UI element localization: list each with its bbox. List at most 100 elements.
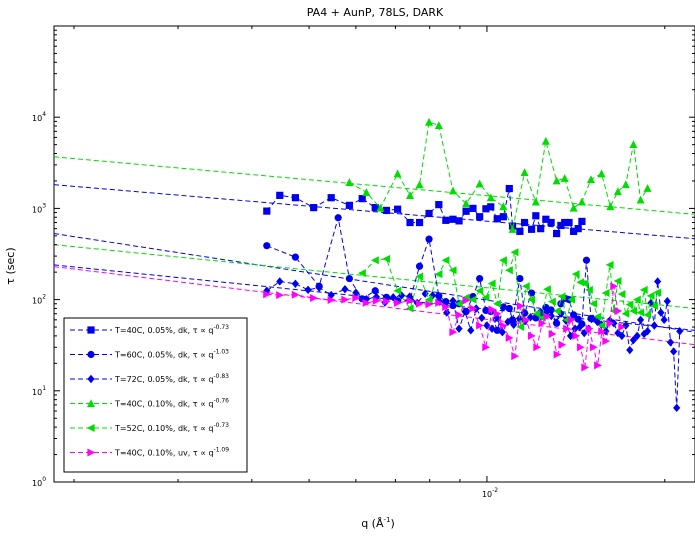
data-point xyxy=(362,298,371,307)
data-point xyxy=(476,274,484,283)
data-point xyxy=(276,277,284,286)
data-point xyxy=(389,293,397,302)
data-point xyxy=(574,315,582,323)
data-point xyxy=(498,327,506,337)
data-point xyxy=(633,331,641,341)
legend-label-exp: -0.73 xyxy=(213,324,229,331)
legend-label: T=72C, 0.05%, dk, τ ∝ q-0.83 xyxy=(114,373,229,384)
data-point xyxy=(345,201,353,209)
data-point xyxy=(532,212,540,220)
data-point xyxy=(499,213,507,221)
data-point xyxy=(425,117,434,126)
fit-line xyxy=(54,156,695,215)
data-point xyxy=(406,292,414,301)
data-point xyxy=(533,343,542,352)
tick-base: 10 xyxy=(32,297,42,306)
data-point xyxy=(382,254,391,263)
data-point xyxy=(557,309,565,318)
legend-label-exp: -1.03 xyxy=(213,349,229,356)
data-point xyxy=(448,266,457,275)
data-point xyxy=(372,292,381,302)
tick-base: 10 xyxy=(32,114,42,123)
data-point xyxy=(421,289,429,298)
data-point xyxy=(276,191,284,199)
data-point xyxy=(415,180,424,189)
data-point xyxy=(625,300,634,309)
data-point xyxy=(589,299,598,308)
data-point xyxy=(613,276,622,285)
data-point xyxy=(516,227,524,235)
data-point xyxy=(406,191,415,199)
data-point xyxy=(276,291,284,300)
x-tick-label: 10-2 xyxy=(482,487,498,499)
data-point xyxy=(371,287,379,295)
legend-label-exp: -1.09 xyxy=(214,447,230,454)
data-point xyxy=(488,305,497,314)
legend-label: T=52C, 0.10%, dk, τ ∝ q-0.73 xyxy=(114,422,229,433)
fit-line xyxy=(54,184,695,240)
data-point xyxy=(527,295,536,304)
data-point xyxy=(643,327,652,336)
legend-marker xyxy=(87,399,95,408)
data-point xyxy=(481,293,490,302)
data-point xyxy=(567,315,576,324)
data-point xyxy=(571,324,579,333)
data-point xyxy=(552,318,560,327)
tick-exp: 3 xyxy=(42,202,46,209)
data-point xyxy=(576,278,585,287)
data-point xyxy=(394,205,402,213)
data-point xyxy=(475,286,484,295)
data-point xyxy=(448,186,457,195)
data-point xyxy=(560,174,569,182)
data-point xyxy=(406,296,415,305)
data-point xyxy=(435,292,443,300)
data-point xyxy=(614,306,623,315)
data-point xyxy=(602,337,611,346)
series-line xyxy=(361,252,659,328)
data-point xyxy=(508,225,517,233)
data-point xyxy=(542,215,550,223)
data-point xyxy=(570,227,578,235)
data-point xyxy=(617,290,626,299)
data-point xyxy=(670,347,678,356)
data-point xyxy=(304,285,312,295)
data-point xyxy=(586,175,595,183)
legend-label-exp: -0.73 xyxy=(213,422,229,429)
y-tick-label: 100 xyxy=(32,476,46,488)
data-point xyxy=(547,311,555,321)
data-point xyxy=(482,205,490,213)
x-axis-label-close: ) xyxy=(390,517,394,530)
legend-marker xyxy=(87,350,95,359)
data-point xyxy=(435,201,443,209)
data-point xyxy=(557,300,565,308)
data-point xyxy=(394,298,402,307)
tick-exp: 0 xyxy=(42,476,46,483)
data-point xyxy=(543,312,552,321)
data-point xyxy=(576,343,585,352)
data-point xyxy=(552,176,561,185)
data-point xyxy=(371,204,379,212)
data-point xyxy=(597,321,606,330)
data-point xyxy=(632,295,641,304)
data-point xyxy=(505,184,513,193)
data-point xyxy=(522,315,531,324)
data-point xyxy=(527,331,536,340)
data-point xyxy=(499,202,508,211)
data-point xyxy=(441,256,450,265)
legend-box xyxy=(63,317,248,473)
data-point xyxy=(462,207,470,215)
data-point xyxy=(558,340,567,349)
data-point xyxy=(393,169,402,178)
data-point xyxy=(434,270,443,279)
data-point xyxy=(263,242,271,250)
data-point xyxy=(442,302,451,311)
data-point xyxy=(565,218,573,227)
data-point xyxy=(425,209,433,218)
data-point xyxy=(341,295,350,304)
y-tick-label: 103 xyxy=(32,202,46,214)
data-point xyxy=(341,285,349,294)
data-point xyxy=(572,331,581,340)
data-point xyxy=(598,327,607,336)
plot-frame xyxy=(53,25,695,483)
data-point xyxy=(567,295,576,304)
